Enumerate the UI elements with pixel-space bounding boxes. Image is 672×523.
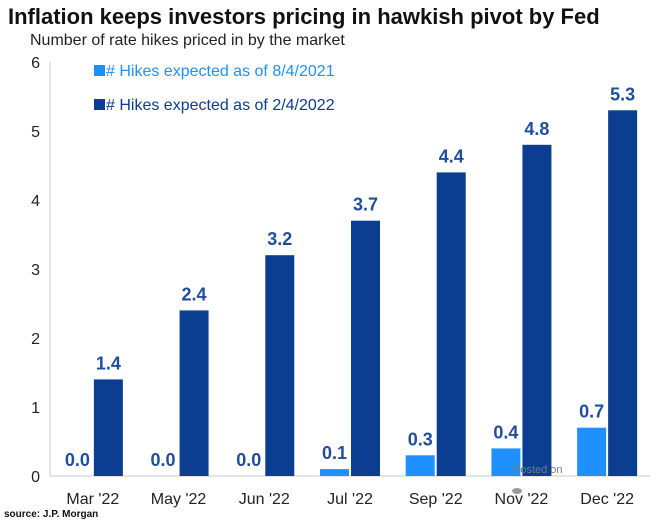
data-label-series2: 2.4 xyxy=(182,284,207,304)
bars xyxy=(93,110,638,477)
bar-series2 xyxy=(351,220,380,476)
data-label-series1: 0.0 xyxy=(65,450,90,470)
bar-series1 xyxy=(577,427,607,476)
y-tick-label: 4 xyxy=(31,193,40,210)
bar-series2 xyxy=(93,379,123,476)
watermark-text: Posted on xyxy=(513,464,563,476)
data-label-series2: 5.3 xyxy=(610,84,635,104)
chart-subtitle: Number of rate hikes priced in by the ma… xyxy=(30,32,345,49)
y-axis-ticks: 0 1 2 3 4 5 6 xyxy=(31,55,40,486)
data-label-series1: 0.3 xyxy=(408,429,433,449)
y-tick-label: 3 xyxy=(31,262,40,279)
data-label-series1: 0.0 xyxy=(151,450,176,470)
x-tick-label: Jul '22 xyxy=(327,491,373,508)
y-tick-label: 6 xyxy=(31,55,40,72)
chart-title: Inflation keeps investors pricing in haw… xyxy=(8,4,600,29)
data-label-series1: 0.7 xyxy=(579,402,604,422)
bar-series2 xyxy=(179,310,209,476)
data-label-series1: 0.1 xyxy=(322,443,347,463)
x-tick-label: Sep '22 xyxy=(409,491,463,508)
source-note: source: J.P. Morgan xyxy=(4,509,99,520)
bar-series2 xyxy=(522,144,552,477)
x-axis-ticks: Mar '22 May '22 Jun '22 Jul '22 Sep '22 Nov '… xyxy=(66,491,634,508)
bar-series2 xyxy=(608,110,638,477)
data-labels: 0.0 1.4 0.0 2.4 0.0 3.2 0.1 3.7 0.3 4.4 0.4 4.8 0.7 5… xyxy=(65,84,635,470)
y-tick-label: 2 xyxy=(31,331,40,348)
data-label-series2: 3.7 xyxy=(353,195,378,215)
data-label-series2: 4.8 xyxy=(524,119,549,139)
y-tick-label: 1 xyxy=(31,400,40,417)
legend-swatch-series1 xyxy=(94,65,105,76)
data-label-series2: 3.2 xyxy=(267,229,292,249)
data-label-series2: 4.4 xyxy=(439,146,464,166)
data-label-series1: 0.4 xyxy=(493,422,518,442)
bar-series1 xyxy=(491,448,521,476)
x-tick-label: Dec '22 xyxy=(580,491,634,508)
bar-series2 xyxy=(436,172,466,476)
data-label-series1: 0.0 xyxy=(236,450,261,470)
y-tick-label: 5 xyxy=(31,124,40,141)
watermark-icon xyxy=(512,488,522,494)
x-tick-label: Jun '22 xyxy=(239,491,290,508)
data-label-series2: 1.4 xyxy=(96,353,121,373)
bar-series1 xyxy=(405,455,435,476)
legend: # Hikes expected as of 8/4/2021 # Hikes e… xyxy=(94,63,335,114)
x-tick-label: Nov '22 xyxy=(495,491,549,508)
x-tick-label: May '22 xyxy=(151,491,207,508)
bar-series1 xyxy=(320,469,349,476)
x-tick-label: Mar '22 xyxy=(66,491,119,508)
y-tick-label: 0 xyxy=(31,469,40,486)
legend-label-series1: # Hikes expected as of 8/4/2021 xyxy=(106,63,335,80)
legend-label-series2: # Hikes expected as of 2/4/2022 xyxy=(106,97,335,114)
legend-swatch-series2 xyxy=(94,99,105,110)
bar-series2 xyxy=(265,255,295,476)
